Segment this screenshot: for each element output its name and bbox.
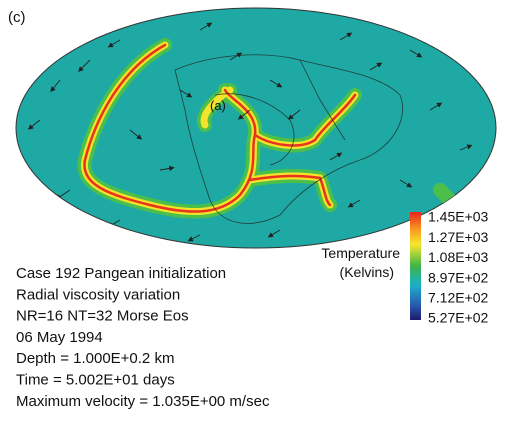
info-line: Maximum velocity = 1.035E+00 m/sec: [16, 393, 270, 410]
legend-label: 1.27E+03: [428, 229, 489, 245]
colorbar: [410, 212, 421, 320]
info-line: Case 192 Pangean initialization: [16, 265, 226, 282]
legend: Temperature (Kelvins) 1.45E+03 1.27E+03 1.…: [321, 209, 488, 326]
legend-title: Temperature: [321, 245, 400, 261]
legend-label: 1.08E+03: [428, 249, 489, 265]
info-line: Time = 5.002E+01 days: [16, 372, 175, 389]
legend-label: 8.97E+02: [428, 269, 489, 285]
info-line: NR=16 NT=32 Morse Eos: [16, 308, 189, 325]
map: (a): [15, 7, 497, 249]
map-annotation: (a): [210, 98, 226, 113]
legend-label: 7.12E+02: [428, 290, 489, 306]
legend-label: 5.27E+02: [428, 310, 489, 326]
panel-label: (c): [8, 9, 26, 26]
legend-units: (Kelvins): [340, 264, 394, 280]
legend-label: 1.45E+03: [428, 209, 489, 225]
info-block: Case 192 Pangean initialization Radial vi…: [16, 265, 270, 410]
ridges: [27, 22, 473, 242]
info-line: Radial viscosity variation: [16, 286, 180, 303]
info-line: Depth = 1.000E+0.2 km: [16, 350, 174, 367]
coastlines: [174, 54, 403, 224]
info-line: 06 May 1994: [16, 329, 103, 346]
